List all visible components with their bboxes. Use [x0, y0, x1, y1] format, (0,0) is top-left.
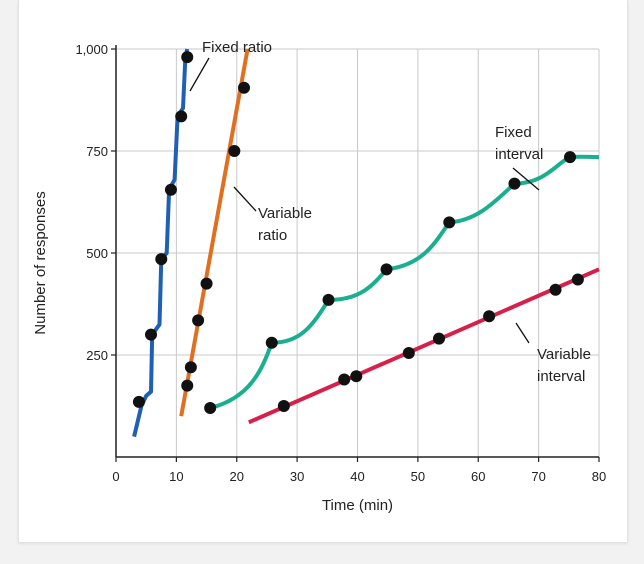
data-point-variable-interval	[433, 332, 446, 345]
series-label-fixed-interval: Fixed	[495, 124, 532, 141]
y-tick-label: 250	[86, 348, 108, 363]
leader-line-variable-interval	[515, 322, 530, 344]
data-point-variable-interval	[277, 400, 290, 412]
series-line-variable-ratio	[179, 48, 250, 417]
y-tick-label: 750	[86, 144, 108, 159]
data-points	[132, 51, 584, 415]
data-point-fixed-ratio	[164, 183, 177, 196]
leader-line-fixed-interval	[512, 167, 540, 191]
y-axis-title: Number of responses	[32, 191, 49, 334]
x-tick-label: 20	[230, 469, 244, 484]
series-line-fixed-ratio	[132, 48, 190, 438]
axis-ticks: 0 10 20 30 40 50 60 70 80 250 500 750 1,000	[75, 42, 606, 484]
data-point-variable-interval	[483, 310, 496, 323]
data-point-variable-interval	[350, 370, 363, 383]
series-label-variable-ratio: Variable	[258, 205, 312, 222]
data-point-fixed-interval	[204, 402, 217, 415]
data-point-fixed-interval	[322, 293, 335, 306]
x-axis-title: Time (min)	[322, 497, 393, 514]
x-tick-label: 60	[471, 469, 485, 484]
data-point-variable-interval	[338, 373, 351, 386]
y-tick-label: 500	[86, 246, 108, 261]
chart-panel: 0 10 20 30 40 50 60 70 80 250 500 750 1,000 Fixed ra…	[18, 0, 628, 542]
y-tick-label: 1,000	[75, 42, 108, 57]
data-point-variable-ratio	[228, 145, 241, 157]
data-point-fixed-ratio	[181, 51, 194, 64]
data-point-fixed-ratio	[132, 395, 145, 408]
series-label-variable-interval: Variable	[537, 346, 591, 363]
series	[132, 48, 600, 438]
series-label-fixed-interval: interval	[495, 146, 543, 163]
data-point-fixed-interval	[508, 177, 521, 190]
series-label-fixed-ratio: Fixed ratio	[202, 39, 272, 56]
data-point-fixed-interval	[265, 336, 278, 349]
response-rate-chart: 0 10 20 30 40 50 60 70 80 250 500 750 1,000 Fixed ra…	[32, 39, 606, 514]
x-tick-label: 70	[531, 469, 545, 484]
data-point-variable-ratio	[181, 379, 194, 392]
series-callouts: Fixed ratio Variable ratio Fixed interval Var…	[189, 39, 591, 385]
data-point-fixed-interval	[443, 216, 456, 229]
data-point-variable-ratio	[184, 361, 197, 374]
data-point-variable-interval	[402, 346, 415, 359]
data-point-fixed-ratio	[175, 110, 188, 123]
series-label-variable-ratio: ratio	[258, 227, 287, 244]
series-label-variable-interval: interval	[537, 368, 585, 385]
data-point-fixed-ratio	[145, 328, 158, 341]
series-line-variable-interval	[247, 267, 600, 425]
data-point-fixed-interval	[564, 151, 577, 164]
data-point-variable-ratio	[192, 314, 205, 327]
leader-line-fixed-ratio	[189, 57, 210, 92]
x-tick-label: 40	[350, 469, 364, 484]
data-point-variable-interval	[571, 273, 584, 286]
x-tick-label: 50	[411, 469, 425, 484]
x-tick-label: 10	[169, 469, 183, 484]
data-point-fixed-ratio	[155, 253, 168, 266]
leader-line-variable-ratio	[233, 186, 257, 212]
grid	[116, 48, 600, 457]
x-tick-label: 30	[290, 469, 304, 484]
x-tick-label: 0	[112, 469, 119, 484]
x-tick-label: 80	[592, 469, 606, 484]
data-point-variable-ratio	[237, 81, 250, 94]
data-point-variable-interval	[549, 283, 562, 296]
data-point-variable-ratio	[200, 277, 213, 290]
data-point-fixed-interval	[380, 263, 393, 276]
